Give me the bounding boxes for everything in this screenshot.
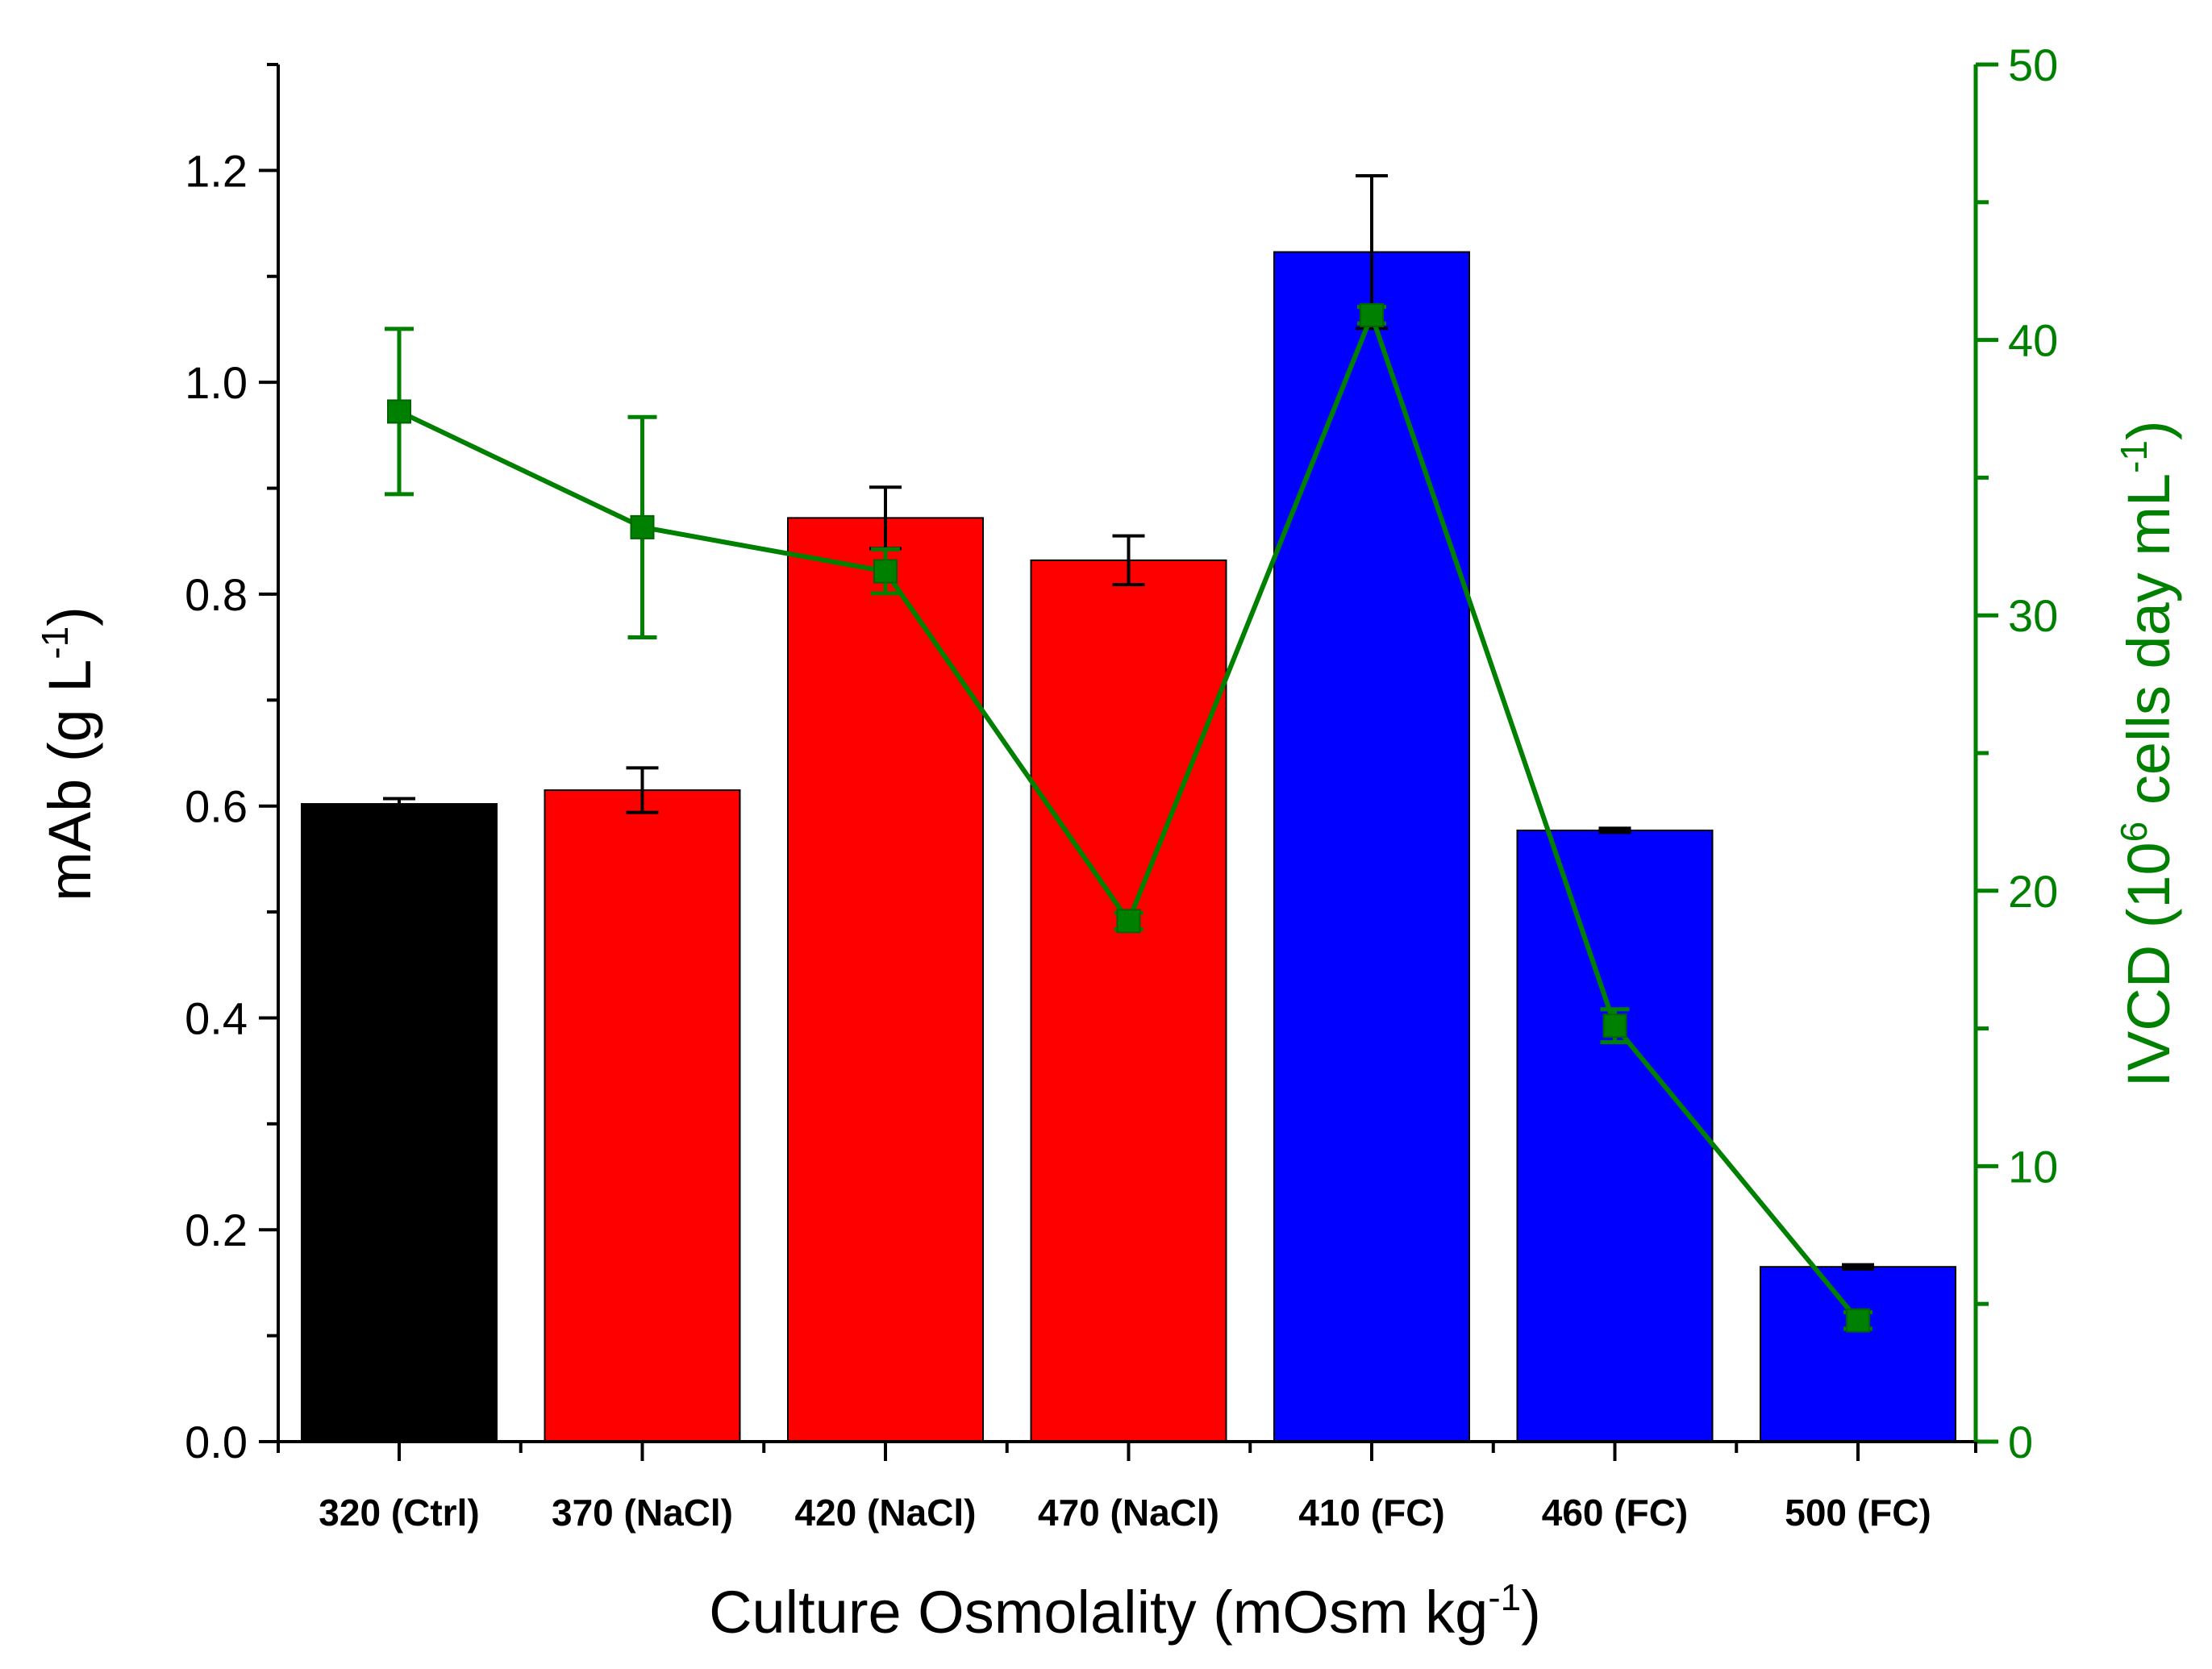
y-tick-label-0: 0.0	[185, 1417, 248, 1467]
bar-1	[544, 789, 741, 1442]
ivcd-marker-1	[630, 514, 655, 539]
y-tick-label-2: 0.4	[185, 993, 248, 1043]
y-axis-title: mAb (g L-1)	[34, 606, 103, 901]
y2-tick-label-2: 20	[2008, 866, 2058, 917]
x-tick-label-3: 470 (NaCl)	[1038, 1492, 1219, 1534]
x-tick-label-4: 410 (FC)	[1298, 1492, 1444, 1534]
ivcd-marker-4	[1360, 302, 1384, 327]
bar-2	[787, 517, 984, 1442]
y-tick-label-4: 0.8	[185, 569, 248, 620]
x-tick-label-6: 500 (FC)	[1785, 1492, 1931, 1534]
bar-0	[301, 803, 498, 1442]
y2-tick-label-5: 50	[2008, 40, 2058, 90]
y-tick-label-6: 1.2	[185, 145, 248, 196]
y2-tick-label-3: 30	[2008, 590, 2058, 641]
x-tick-label-2: 420 (NaCl)	[795, 1492, 977, 1534]
y-tick-label-3: 0.6	[185, 781, 248, 832]
ivcd-marker-3	[1116, 909, 1141, 934]
x-tick-label-5: 460 (FC)	[1542, 1492, 1688, 1534]
y-tick-label-1: 0.2	[185, 1205, 248, 1255]
bar-6	[1760, 1266, 1956, 1442]
bar-3	[1030, 559, 1227, 1442]
ivcd-marker-5	[1602, 1013, 1627, 1038]
ivcd-marker-2	[873, 559, 898, 584]
ivcd-marker-0	[387, 399, 411, 424]
x-tick-label-1: 370 (NaCl)	[552, 1492, 733, 1534]
y2-tick-label-4: 40	[2008, 315, 2058, 366]
bar-5	[1516, 829, 1714, 1442]
x-tick-label-0: 320 (Ctrl)	[319, 1492, 479, 1534]
bar-4	[1273, 251, 1470, 1442]
ivcd-marker-6	[1846, 1308, 1870, 1333]
y2-tick-label-1: 10	[2008, 1141, 2058, 1192]
y-tick-label-5: 1.0	[185, 357, 248, 408]
y2-axis-title: IVCD (106 cells day mL-1)	[2113, 420, 2182, 1087]
x-axis-title: Culture Osmolality (mOsm kg-1)	[709, 1576, 1541, 1646]
y2-tick-label-0: 0	[2008, 1417, 2033, 1467]
